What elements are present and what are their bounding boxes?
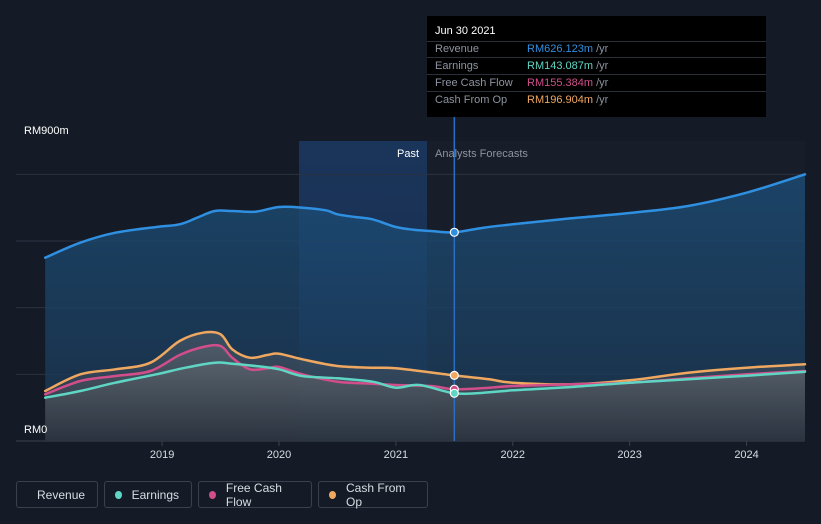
x-tick-label: 2024 [734, 449, 758, 461]
marker-earnings [449, 388, 459, 398]
legend-label: Free Cash Flow [225, 480, 282, 509]
series-lines [43, 173, 807, 399]
forecast-label: Analysts Forecasts [435, 148, 528, 160]
past-label: Past [397, 148, 419, 160]
legend-dot-icon [115, 490, 122, 499]
tooltip-row-free-cash-flow: Free Cash Flow RM155.384m /yr [427, 75, 766, 92]
x-tick-label: 2020 [267, 449, 291, 461]
legend-item-free-cash-flow[interactable]: Free Cash Flow [198, 480, 312, 509]
tooltip-value: RM143.087m /yr [527, 60, 609, 72]
x-tick-label: 2019 [150, 449, 174, 461]
tooltip-value: RM626.123m /yr [527, 43, 609, 55]
chart-canvas: RM900m RM0 Past Analysts Forecasts 2019 2… [16, 116, 807, 461]
x-axis: 2019 2020 2021 2022 2023 2024 [150, 441, 759, 461]
area-earnings [45, 362, 805, 441]
tooltip-row-revenue: Revenue RM626.123m /yr [427, 41, 766, 58]
legend-item-earnings[interactable]: Earnings [104, 481, 192, 508]
line-revenue [43, 173, 807, 259]
tooltip-label: Free Cash Flow [435, 77, 513, 89]
legend-label: Cash From Op [346, 480, 406, 509]
tooltip-date: Jun 30 2021 [435, 25, 496, 37]
x-tick-label: 2022 [501, 449, 525, 461]
marker-revenue [449, 227, 459, 237]
tooltip-label: Earnings [435, 60, 479, 72]
tooltip-divider [427, 41, 766, 42]
line-earnings [43, 361, 807, 399]
y-label-bottom: RM0 [24, 424, 47, 436]
legend-dot-icon [329, 490, 337, 499]
legend-label: Revenue [37, 487, 86, 502]
tooltip: Jun 30 2021 Revenue RM626.123m /yr Earni… [427, 16, 766, 117]
highlight-markers [449, 227, 459, 398]
y-label-top: RM900m [24, 125, 69, 137]
series-areas [45, 174, 805, 442]
x-tick-label: 2021 [384, 449, 408, 461]
tooltip-label: Cash From Op [435, 94, 508, 106]
legend-item-cash-from-op[interactable]: Cash From Op [318, 480, 428, 509]
tooltip-value: RM155.384m /yr [527, 77, 609, 89]
tooltip-row-earnings: Earnings RM143.087m /yr [427, 58, 766, 75]
legend: Revenue Earnings Free Cash Flow Cash Fro… [16, 481, 428, 509]
tooltip-value: RM196.904m /yr [527, 94, 609, 106]
legend-item-revenue[interactable]: Revenue [16, 481, 98, 508]
tooltip-row-cash-from-op: Cash From Op RM196.904m /yr [427, 92, 766, 109]
tooltip-label: Revenue [435, 43, 480, 55]
legend-dot-icon [209, 490, 216, 499]
legend-label: Earnings [131, 487, 179, 502]
marker-cash-from-op [449, 370, 459, 380]
x-tick-label: 2023 [617, 449, 641, 461]
